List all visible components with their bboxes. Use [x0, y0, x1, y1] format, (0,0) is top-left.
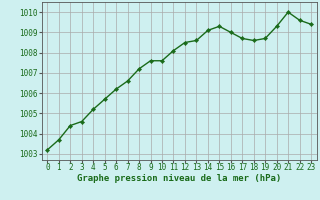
X-axis label: Graphe pression niveau de la mer (hPa): Graphe pression niveau de la mer (hPa) — [77, 174, 281, 183]
